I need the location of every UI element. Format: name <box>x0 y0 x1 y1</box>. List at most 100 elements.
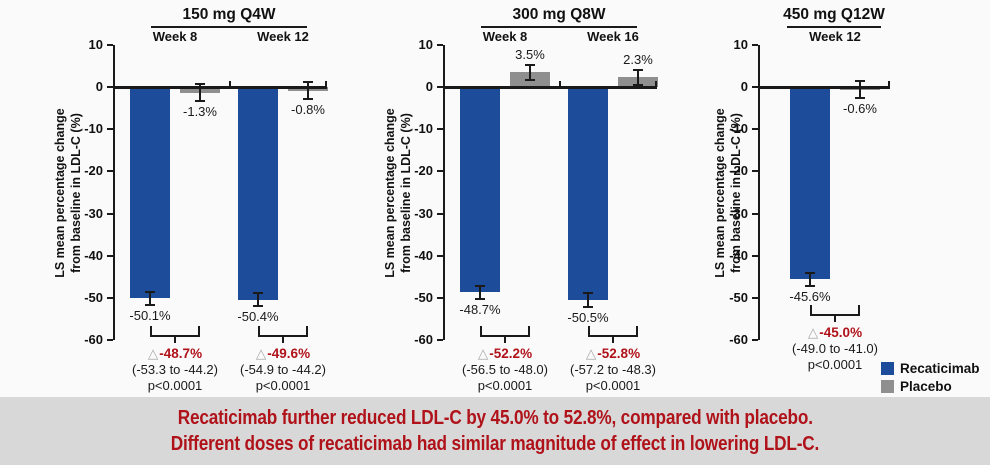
chart-panel: 300 mg Q8W 10 0 -10 -20 -30 -40 -50 -60 LS mean p… <box>330 0 660 397</box>
y-tick <box>752 339 758 341</box>
error-bar-cap <box>475 298 485 301</box>
y-tick <box>752 44 758 46</box>
diff-ci: (-56.5 to -48.0) <box>462 361 548 377</box>
error-bar-line <box>307 82 309 99</box>
diff-bracket <box>810 314 860 317</box>
y-axis-title: LS mean percentage change from baseline i… <box>53 107 83 278</box>
delta-triangle-icon: △ <box>807 325 819 341</box>
week-label: Week 8 <box>152 29 198 44</box>
diff-delta: △-45.0% <box>807 325 863 341</box>
error-bar-cap <box>805 285 815 288</box>
bar-value-label: 3.5% <box>515 46 545 62</box>
diff-bracket-end <box>588 325 590 336</box>
dose-title-underline <box>481 26 637 28</box>
y-tick-label: -50 <box>414 289 433 305</box>
error-bar-line <box>859 81 861 99</box>
chart-panel: 150 mg Q4W 10 0 -10 -20 -30 -40 -50 -60 LS mean p… <box>0 0 330 397</box>
y-axis-title: LS mean percentage change from baseline i… <box>383 107 413 278</box>
y-tick <box>752 128 758 131</box>
summary-banner: Recaticimab further reduced LDL-C by 45.… <box>0 397 990 465</box>
diff-p: p<0.0001 <box>255 377 311 393</box>
diff-bracket <box>150 334 200 337</box>
delta-triangle-icon: △ <box>147 345 159 361</box>
bar-recaticimab <box>238 87 278 300</box>
bar-value-label: -45.6% <box>789 289 831 305</box>
error-bar-cap <box>583 305 593 308</box>
week-label: Week 12 <box>257 29 309 44</box>
error-bar-cap <box>525 63 535 66</box>
error-bar-line <box>809 272 811 287</box>
error-bar-cap <box>475 284 485 287</box>
y-tick-label: -10 <box>414 121 433 137</box>
diff-p: p<0.0001 <box>147 377 203 393</box>
bar-recaticimab <box>790 87 830 280</box>
dose-title: 450 mg Q12W <box>783 6 885 23</box>
diff-delta: △-49.6% <box>255 345 311 361</box>
error-bar-cap <box>145 290 155 293</box>
diff-bracket-end <box>150 325 152 336</box>
y-axis-line <box>443 45 445 340</box>
week-label: Week 8 <box>482 29 528 44</box>
delta-triangle-icon: △ <box>585 345 597 361</box>
delta-triangle-icon: △ <box>477 345 489 361</box>
error-bar-cap <box>253 305 263 308</box>
y-tick-label: 10 <box>418 37 433 52</box>
error-bar-cap <box>855 97 865 100</box>
legend-label: Placebo <box>900 379 952 394</box>
diff-bracket <box>258 334 308 337</box>
y-tick <box>437 44 443 46</box>
baseline-end-tick <box>655 81 657 90</box>
bar-value-label: -1.3% <box>183 104 217 120</box>
y-tick-label: -50 <box>84 289 103 305</box>
diff-bracket-end <box>636 325 638 336</box>
diff-bracket-end <box>858 305 860 316</box>
y-tick-label: -60 <box>84 332 103 347</box>
y-tick <box>437 254 443 257</box>
y-tick <box>107 128 113 131</box>
error-bar-cap <box>633 84 643 87</box>
y-tick-label: -20 <box>84 163 103 179</box>
y-tick <box>107 339 113 341</box>
legend-swatch-placebo <box>881 380 894 393</box>
zero-line <box>115 86 327 90</box>
y-tick-label: -30 <box>729 205 748 221</box>
diff-bracket <box>480 334 530 337</box>
error-bar-cap <box>145 304 155 307</box>
diff-ci: (-57.2 to -48.3) <box>570 361 656 377</box>
dose-title: 150 mg Q4W <box>182 6 276 23</box>
y-tick-label: -10 <box>729 121 748 137</box>
baseline-end-tick <box>888 81 890 90</box>
diff-bracket-end <box>258 325 260 336</box>
banner-line-2: Different doses of recaticimab had simil… <box>170 432 820 455</box>
zero-line <box>445 86 657 90</box>
y-tick <box>752 254 758 257</box>
y-tick-label: -30 <box>414 205 433 221</box>
bar-value-label: -50.4% <box>237 309 279 325</box>
y-tick-label: -10 <box>84 121 103 137</box>
y-tick-label: -20 <box>729 163 748 179</box>
y-tick <box>437 170 443 173</box>
error-bar-cap <box>525 78 535 81</box>
y-tick-label: 0 <box>425 79 433 95</box>
diff-bracket-tick <box>174 336 176 343</box>
diff-bracket-end <box>306 325 308 336</box>
y-tick-label: -50 <box>729 289 748 305</box>
legend-label: Recaticimab <box>900 361 980 376</box>
legend-item-recaticimab: Recaticimab <box>881 361 980 376</box>
diff-p: p<0.0001 <box>807 357 863 373</box>
y-tick <box>752 86 758 89</box>
diff-p: p<0.0001 <box>585 377 641 393</box>
diff-bracket-tick <box>612 336 614 343</box>
y-axis-line <box>113 45 115 340</box>
week-label: Week 12 <box>809 29 861 44</box>
y-tick <box>107 44 113 46</box>
error-bar-cap <box>303 81 313 84</box>
error-bar-cap <box>583 292 593 295</box>
error-bar-line <box>529 64 531 80</box>
diff-bracket-end <box>480 325 482 336</box>
error-bar-line <box>587 293 589 307</box>
diff-delta: △-52.8% <box>585 345 641 361</box>
diff-bracket-tick <box>834 316 836 323</box>
diff-p: p<0.0001 <box>477 377 533 393</box>
